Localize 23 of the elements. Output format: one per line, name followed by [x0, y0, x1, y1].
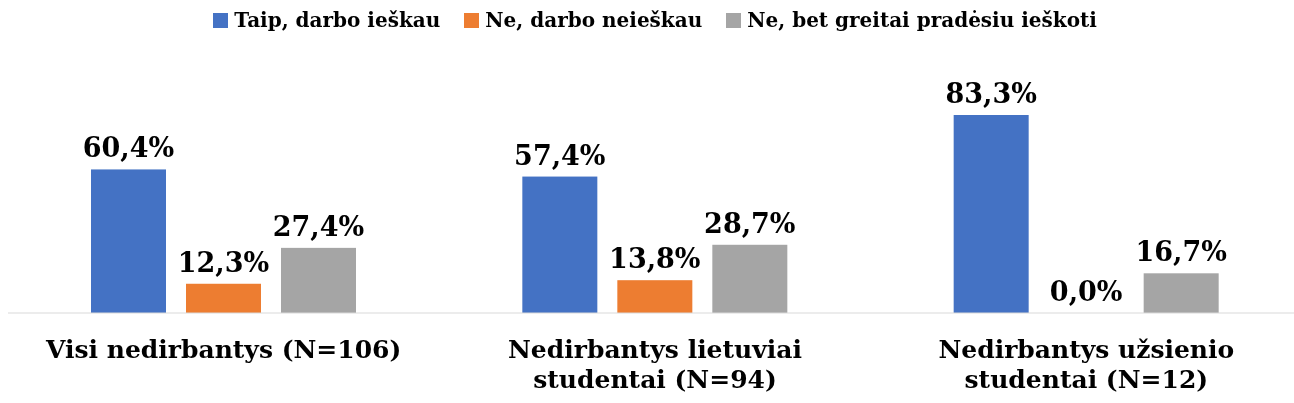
data-label: 57,4%	[514, 139, 606, 171]
x-tick-label: Nedirbantys užsienio studentai (N=12)	[938, 334, 1235, 394]
bar	[712, 244, 788, 313]
data-label: 83,3%	[945, 78, 1037, 109]
bar	[281, 247, 356, 313]
data-label: 12,3%	[177, 246, 270, 278]
bar	[186, 283, 261, 313]
bar	[1143, 273, 1219, 313]
x-tick-label: Nedirbantys lietuviai studentai (N=94)	[508, 334, 802, 394]
bar	[522, 176, 598, 313]
legend-label: Ne, darbo neieškau	[485, 8, 703, 32]
data-label: 28,7%	[704, 207, 796, 239]
data-label: 27,4%	[272, 210, 365, 242]
data-label: 0,0%	[1049, 276, 1123, 307]
legend-label: Ne, bet greitai pradėsiu ieškoti	[747, 8, 1097, 32]
bar	[953, 115, 1029, 313]
x-tick-label: Visi nedirbantys (N=106)	[45, 334, 402, 364]
data-label: 16,7%	[1135, 236, 1227, 268]
bar	[91, 169, 166, 313]
legend-label: Taip, darbo ieškau	[234, 8, 441, 32]
data-label: 13,8%	[609, 243, 701, 275]
data-label: 60,4%	[82, 132, 175, 164]
bar	[617, 280, 693, 313]
